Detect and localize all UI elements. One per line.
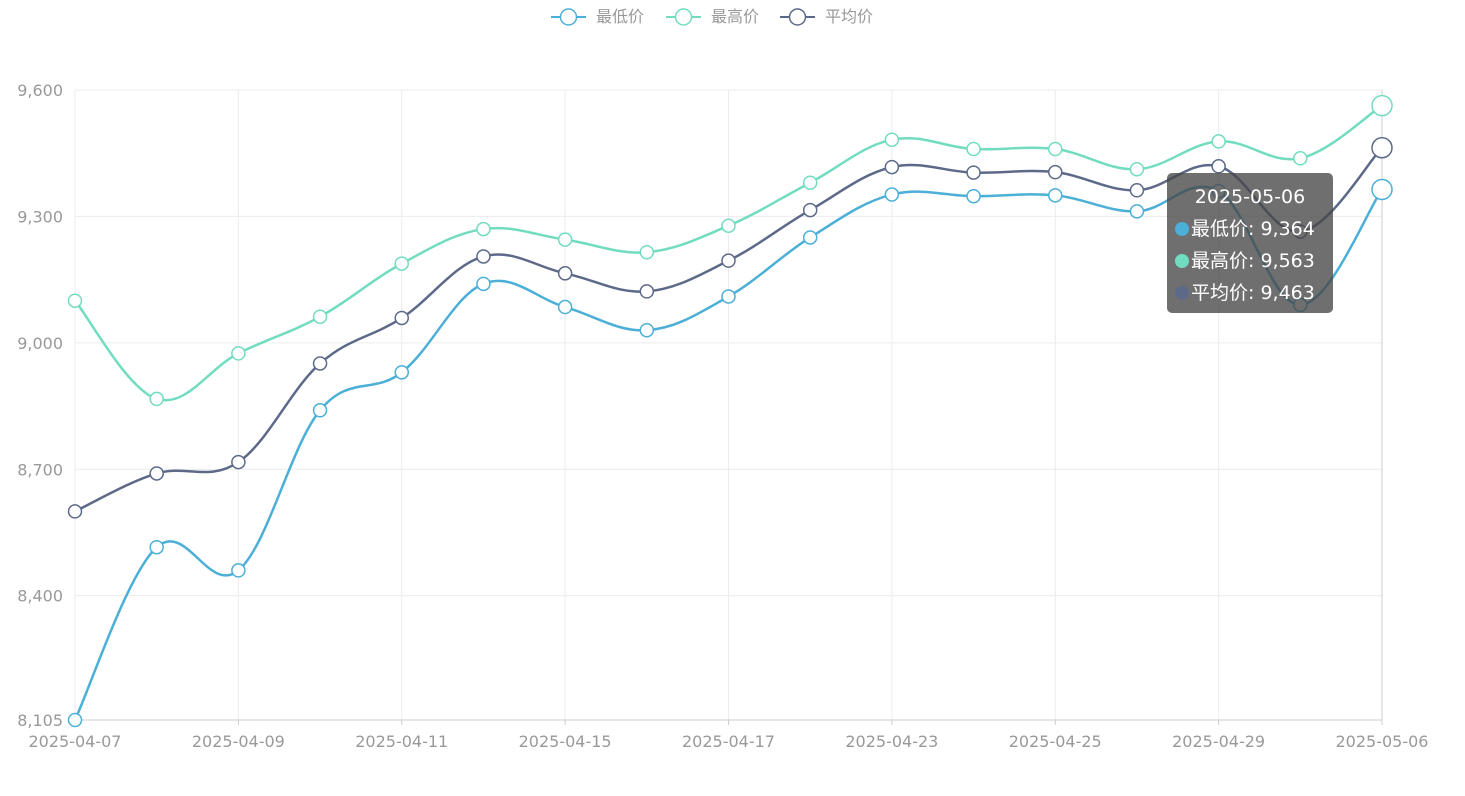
data-point[interactable] <box>67 712 83 728</box>
data-point[interactable] <box>966 141 981 157</box>
x-tick-label: 2025-04-07 <box>29 732 122 751</box>
data-point[interactable] <box>476 249 491 264</box>
tooltip-label-high: 最高价: 9,563 <box>1191 250 1315 272</box>
data-point[interactable] <box>1048 188 1063 203</box>
data-point[interactable] <box>1371 178 1393 201</box>
tooltip: 2025-05-06 最低价: 9,364 最高价: 9,563 平均价: 9,… <box>1167 173 1333 313</box>
data-point[interactable] <box>721 289 736 304</box>
x-tick-label: 2025-04-23 <box>845 732 938 751</box>
data-point[interactable] <box>312 403 328 418</box>
data-point[interactable] <box>1293 151 1308 166</box>
legend-item-2[interactable]: 平均价 <box>780 7 873 26</box>
data-point[interactable] <box>884 159 900 175</box>
x-tick-label: 2025-04-11 <box>355 732 448 751</box>
tooltip-dot-high <box>1175 254 1189 268</box>
data-point[interactable] <box>394 310 409 326</box>
data-point[interactable] <box>67 504 83 519</box>
data-point[interactable] <box>721 218 736 233</box>
y-tick-label: 9,000 <box>17 334 63 353</box>
data-point[interactable] <box>312 309 328 324</box>
data-point[interactable] <box>394 365 409 380</box>
legend-item-0[interactable]: 最低价 <box>551 7 644 26</box>
data-point[interactable] <box>721 253 736 268</box>
x-tick-label: 2025-04-15 <box>519 732 612 751</box>
y-tick-label: 9,600 <box>17 81 63 100</box>
data-point[interactable] <box>1211 159 1226 174</box>
legend-item-1[interactable]: 最高价 <box>666 7 759 26</box>
legend[interactable]: 最低价 最高价 平均价 <box>551 7 873 26</box>
axes: 8,105 8,400 8,700 9,000 9,300 9,600 2025-04-07… <box>17 81 1428 751</box>
data-point[interactable] <box>312 356 328 371</box>
data-point[interactable] <box>802 202 818 218</box>
data-point[interactable] <box>557 232 573 247</box>
data-point[interactable] <box>394 256 409 271</box>
tooltip-row-high: 最高价: 9,563 <box>1167 245 1333 277</box>
tooltip-label-low: 最低价: 9,364 <box>1191 218 1315 240</box>
data-point[interactable] <box>1371 136 1393 159</box>
data-point[interactable] <box>1129 204 1145 219</box>
data-point[interactable] <box>149 539 164 555</box>
y-tick-label: 9,300 <box>17 207 63 226</box>
data-point[interactable] <box>557 266 573 281</box>
data-point[interactable] <box>149 391 164 407</box>
tooltip-row-avg: 平均价: 9,463 <box>1167 277 1333 309</box>
data-point[interactable] <box>1371 94 1393 117</box>
data-point[interactable] <box>1129 183 1145 198</box>
data-point[interactable] <box>67 293 83 308</box>
tooltip-label-avg: 平均价: 9,463 <box>1191 282 1315 304</box>
data-point[interactable] <box>884 132 900 147</box>
legend-label: 最高价 <box>711 7 759 26</box>
data-point[interactable] <box>884 187 900 202</box>
legend-circle-icon <box>788 8 807 26</box>
data-point[interactable] <box>639 322 655 338</box>
data-point[interactable] <box>231 454 246 470</box>
data-point[interactable] <box>639 284 655 299</box>
data-point[interactable] <box>802 230 818 245</box>
data-point[interactable] <box>1048 164 1063 180</box>
x-tick-label: 2025-05-06 <box>1336 732 1429 751</box>
legend-label: 平均价 <box>825 7 873 26</box>
legend-label: 最低价 <box>596 7 644 26</box>
x-tick-label: 2025-04-29 <box>1172 732 1265 751</box>
x-tick-label: 2025-04-17 <box>682 732 775 751</box>
data-point[interactable] <box>802 175 818 190</box>
tooltip-dot-avg <box>1175 286 1189 300</box>
data-point[interactable] <box>966 188 981 204</box>
data-point[interactable] <box>557 299 573 315</box>
series-lines <box>67 94 1393 728</box>
data-point[interactable] <box>1048 141 1063 157</box>
data-point[interactable] <box>1129 161 1145 177</box>
data-point[interactable] <box>231 563 246 578</box>
tooltip-row-low: 最低价: 9,364 <box>1167 213 1333 245</box>
x-tick-label: 2025-04-25 <box>1009 732 1102 751</box>
data-point[interactable] <box>231 346 246 361</box>
data-point[interactable] <box>149 466 164 481</box>
data-point[interactable] <box>966 165 981 180</box>
legend-circle-icon <box>559 8 578 26</box>
tooltip-dot-low <box>1175 222 1189 236</box>
data-point[interactable] <box>1211 134 1226 149</box>
x-tick-label: 2025-04-09 <box>192 732 285 751</box>
y-tick-label: 8,105 <box>17 711 63 730</box>
y-tick-label: 8,400 <box>17 587 63 606</box>
legend-circle-icon <box>674 8 693 26</box>
data-point[interactable] <box>476 276 491 292</box>
tooltip-date: 2025-05-06 <box>1194 186 1306 208</box>
data-point[interactable] <box>639 244 655 260</box>
y-tick-label: 8,700 <box>17 460 63 479</box>
data-point[interactable] <box>476 221 491 237</box>
